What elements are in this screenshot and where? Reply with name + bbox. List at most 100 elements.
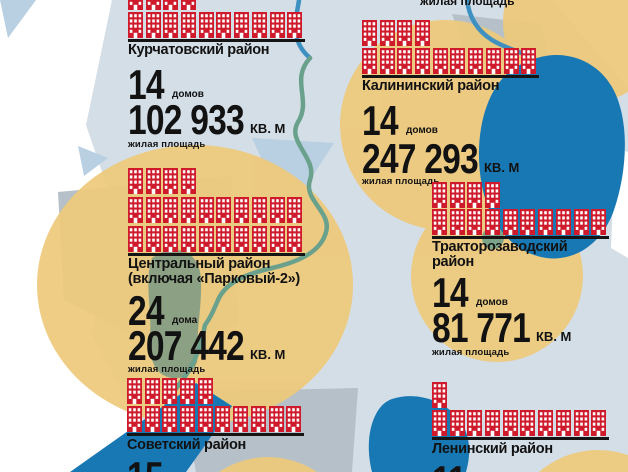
building-icon <box>556 410 571 436</box>
area-value: 81 771 <box>432 304 531 351</box>
building-icon <box>181 226 196 252</box>
building-icon <box>450 209 465 235</box>
building-row <box>128 226 302 252</box>
building-icon <box>128 12 143 38</box>
building-row <box>432 182 500 208</box>
building-row <box>362 20 430 46</box>
map-wedge <box>78 146 108 176</box>
building-icon <box>162 378 177 404</box>
building-icon <box>504 48 519 74</box>
building-row <box>128 168 196 194</box>
building-icon <box>503 410 518 436</box>
building-icon <box>128 197 143 223</box>
building-icon <box>397 48 412 74</box>
building-icon <box>287 226 302 252</box>
houses-count: 14 <box>362 97 399 144</box>
building-icon <box>538 209 553 235</box>
building-row <box>127 378 213 404</box>
building-icon <box>128 0 143 10</box>
building-icon <box>251 406 266 432</box>
divider-line <box>128 39 305 42</box>
building-icon <box>163 12 178 38</box>
houses-stat: 14 домов <box>362 97 438 144</box>
building-icon <box>146 168 161 194</box>
building-icon <box>145 378 160 404</box>
park-shape <box>148 249 202 379</box>
area-caption: жилая площадь <box>362 176 440 187</box>
area-unit: кв. м <box>250 347 286 362</box>
area-stat: 102 933 кв. м <box>128 96 285 143</box>
building-icon <box>574 209 589 235</box>
building-icon <box>486 48 501 74</box>
building-icon <box>521 48 536 74</box>
building-icon <box>485 209 500 235</box>
area-value: 102 933 <box>128 96 245 143</box>
area-stat: 81 771 кв. м <box>432 304 571 351</box>
divider-line <box>432 236 609 239</box>
district-name: Тракторозаводский <box>432 239 568 255</box>
divider-line <box>128 253 305 256</box>
building-icon <box>269 406 284 432</box>
building-icon <box>163 197 178 223</box>
building-icon <box>181 0 196 10</box>
building-icon <box>181 12 196 38</box>
building-icon <box>467 182 482 208</box>
building-icon <box>199 12 214 38</box>
lake-shape <box>478 55 625 259</box>
building-icon <box>198 406 213 432</box>
caption-fragment: жилая площадь <box>420 0 515 8</box>
area-value: 207 442 <box>128 322 245 369</box>
building-icon <box>146 197 161 223</box>
building-icon <box>198 378 213 404</box>
houses-count: 15 <box>127 456 164 472</box>
building-icon <box>432 182 447 208</box>
building-icon <box>591 410 606 436</box>
building-icon <box>199 226 214 252</box>
building-row <box>432 382 447 408</box>
building-icon <box>485 182 500 208</box>
building-icon <box>520 410 535 436</box>
building-icon <box>252 12 267 38</box>
building-icon <box>146 12 161 38</box>
building-icon <box>450 182 465 208</box>
divider-line <box>127 433 304 436</box>
building-icon <box>574 410 589 436</box>
map-wedge <box>0 0 36 38</box>
building-icon <box>520 209 535 235</box>
building-icon <box>432 410 447 436</box>
building-icon <box>127 406 142 432</box>
building-icon <box>380 48 395 74</box>
houses-count: 14 <box>128 61 165 108</box>
building-icon <box>216 12 231 38</box>
building-icon <box>128 168 143 194</box>
building-icon <box>234 12 249 38</box>
area-caption: жилая площадь <box>432 347 510 358</box>
highlight-circle <box>218 457 318 472</box>
building-icon <box>556 209 571 235</box>
building-icon <box>467 209 482 235</box>
building-icon <box>180 406 195 432</box>
highlight-circle <box>539 450 628 472</box>
building-icon <box>286 406 301 432</box>
building-icon <box>199 197 214 223</box>
building-icon <box>145 406 160 432</box>
building-icon <box>468 48 483 74</box>
building-icon <box>362 48 377 74</box>
district-name-line2: район <box>432 254 474 270</box>
building-icon <box>146 0 161 10</box>
building-icon <box>433 48 448 74</box>
building-icon <box>234 226 249 252</box>
houses-label: дома <box>172 315 198 326</box>
area-caption: жилая площадь <box>128 139 206 150</box>
houses-stat: 15 <box>127 456 172 472</box>
building-icon <box>591 209 606 235</box>
river-line <box>293 0 313 61</box>
area-value: 247 293 <box>362 135 479 182</box>
building-row <box>362 48 536 74</box>
district-name-line2: (включая «Парковый-2») <box>128 271 300 287</box>
district-name: Калининский район <box>362 78 500 94</box>
building-icon <box>233 406 248 432</box>
building-row <box>127 406 301 432</box>
building-icon <box>287 12 302 38</box>
